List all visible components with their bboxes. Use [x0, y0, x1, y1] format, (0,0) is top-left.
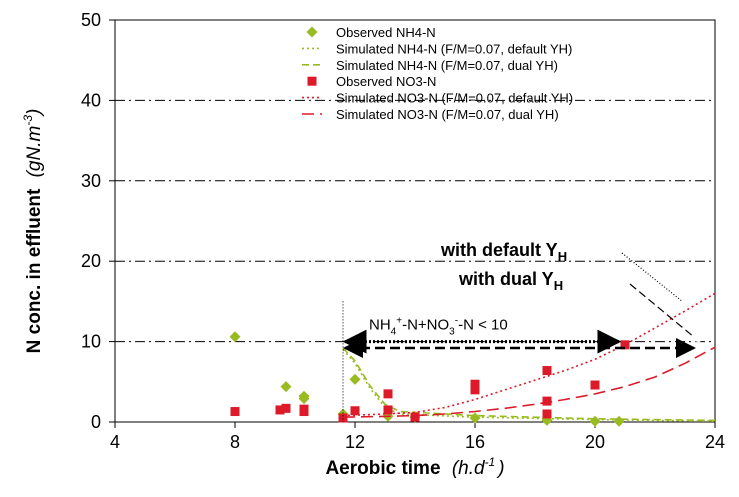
series-2 — [342, 347, 716, 422]
legend-swatch-marker — [307, 76, 317, 86]
series-layer — [229, 292, 716, 427]
x-tick-label: 8 — [230, 432, 240, 452]
data-point — [383, 405, 393, 415]
y-tick-label: 30 — [81, 171, 101, 191]
data-point — [338, 413, 348, 423]
series-4 — [342, 292, 716, 417]
x-tick-label: 12 — [345, 432, 365, 452]
legend-item-1: Simulated NH4-N (F/M=0.07, default YH) — [302, 41, 572, 56]
dual-yh-label: with dual YH — [458, 269, 563, 293]
range-label-part: -N < 10 — [458, 317, 508, 334]
data-point — [542, 366, 552, 376]
x-axis-title: Aerobic time (h.d-1) — [325, 455, 504, 479]
data-point — [281, 403, 291, 413]
data-point — [470, 379, 480, 389]
default-yh-label-subscript: H — [558, 249, 567, 264]
legend-label: Observed NH4-N — [336, 25, 436, 40]
legend-label: Simulated NO3-N (F/M=0.07, default YH) — [336, 91, 573, 106]
default-yh-label-text: with default Y — [440, 240, 558, 260]
range-label: NH4+-N+NO3--N < 10 — [369, 316, 508, 338]
range-label-part: + — [396, 316, 402, 327]
pointer-default — [621, 252, 689, 307]
legend-item-0: Observed NH4-N — [306, 25, 436, 40]
data-point — [229, 331, 241, 343]
data-point — [470, 385, 480, 395]
range-label-part: 4 — [391, 327, 397, 338]
data-point — [410, 412, 420, 422]
y-tick-label: 10 — [81, 332, 101, 352]
data-point — [589, 415, 601, 427]
data-point — [590, 380, 600, 390]
range-label-part: -N+NO — [402, 317, 449, 334]
legend-label: Simulated NH4-N (F/M=0.07, dual YH) — [336, 58, 558, 73]
legend-swatch-marker — [306, 26, 318, 38]
y-axis-title: N conc. in effluent (gN.m-3) — [21, 109, 45, 354]
axis-ticks: 4 8 12 16 20 24 0 10 20 30 40 50 — [81, 10, 725, 452]
series-3 — [230, 340, 630, 423]
data-point — [613, 415, 625, 427]
gridlines — [115, 99, 715, 343]
data-point — [542, 409, 552, 419]
legend-label: Simulated NO3-N (F/M=0.07, dual YH) — [336, 107, 559, 122]
y-tick-label: 40 — [81, 90, 101, 110]
series-5 — [342, 346, 716, 418]
x-tick-label: 4 — [110, 432, 120, 452]
range-label-part: 3 — [449, 327, 455, 338]
legend-label: Simulated NH4-N (F/M=0.07, default YH) — [336, 41, 572, 56]
pointer-dual — [629, 283, 701, 343]
data-point — [542, 396, 552, 406]
y-tick-label: 0 — [91, 412, 101, 432]
data-point — [298, 393, 310, 405]
x-tick-label: 16 — [465, 432, 485, 452]
legend-item-2: Simulated NH4-N (F/M=0.07, dual YH) — [302, 58, 558, 73]
series-line — [342, 346, 716, 418]
x-tick-label: 20 — [585, 432, 605, 452]
legend-item-3: Observed NO3-N — [307, 74, 436, 89]
dual-yh-label-subscript: H — [554, 278, 563, 293]
data-point — [275, 405, 285, 415]
default-yh-label: with default YH — [440, 240, 567, 264]
data-point — [383, 389, 393, 399]
data-point — [349, 373, 361, 385]
data-point — [280, 381, 292, 393]
data-point — [230, 407, 240, 417]
y-tick-label: 20 — [81, 251, 101, 271]
range-label-part: NH — [369, 317, 391, 334]
y-tick-label: 50 — [81, 10, 101, 30]
x-tick-label: 24 — [705, 432, 725, 452]
legend-label: Observed NO3-N — [336, 74, 436, 89]
series-line — [342, 347, 716, 422]
data-point — [299, 404, 309, 414]
range-label-part: - — [455, 316, 458, 327]
series-line — [342, 292, 716, 417]
legend-item-4: Simulated NO3-N (F/M=0.07, default YH) — [302, 91, 573, 106]
dual-yh-label-text: with dual Y — [458, 269, 554, 289]
series-1 — [342, 349, 716, 422]
data-point — [350, 406, 360, 416]
series-line — [342, 349, 716, 422]
legend-item-5: Simulated NO3-N (F/M=0.07, dual YH) — [302, 107, 559, 122]
